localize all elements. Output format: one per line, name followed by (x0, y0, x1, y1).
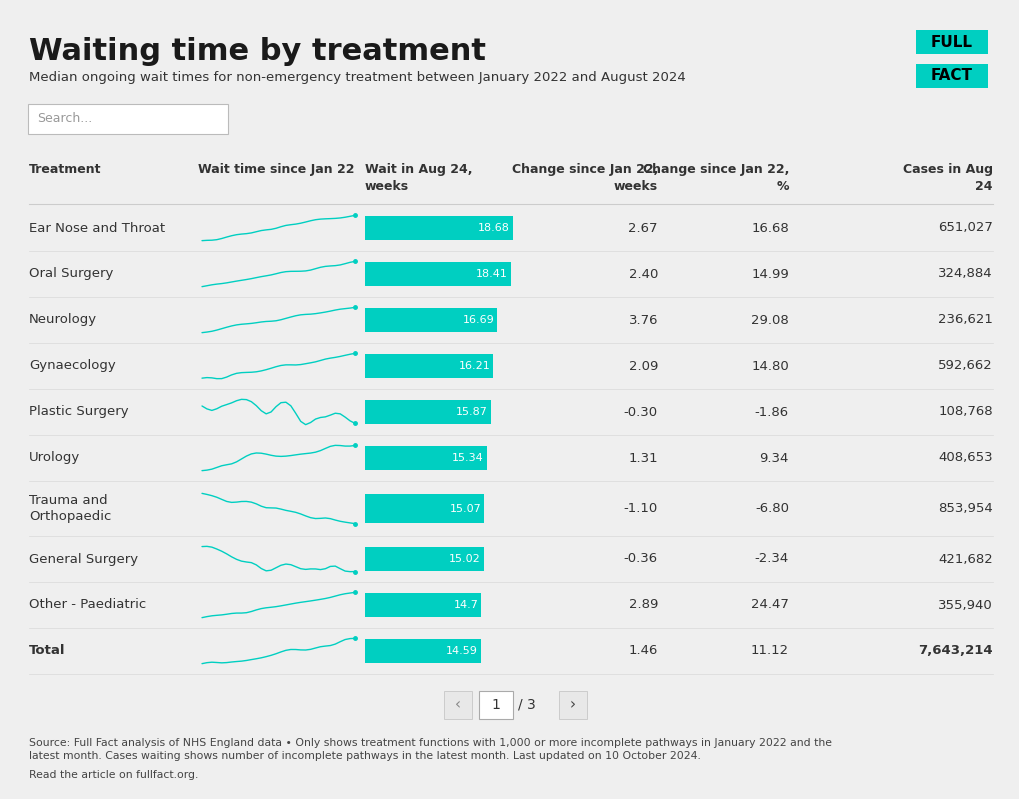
Text: 29.08: 29.08 (751, 313, 789, 327)
Text: 355,940: 355,940 (937, 598, 993, 611)
Bar (365, 216, 513, 240)
Text: Wait in Aug 24,
weeks: Wait in Aug 24, weeks (365, 163, 472, 193)
Text: Gynaecology: Gynaecology (29, 360, 115, 372)
Text: 651,027: 651,027 (937, 221, 993, 234)
Text: 15.34: 15.34 (451, 453, 483, 463)
Text: FACT: FACT (930, 69, 972, 83)
Text: 15.02: 15.02 (448, 554, 481, 564)
Text: -6.80: -6.80 (754, 502, 789, 515)
Text: Treatment: Treatment (29, 163, 102, 176)
Text: Change since Jan 22,
weeks: Change since Jan 22, weeks (512, 163, 657, 193)
Text: 324,884: 324,884 (937, 268, 993, 280)
Text: 16.21: 16.21 (459, 361, 490, 371)
Text: 15.07: 15.07 (449, 503, 481, 514)
Text: 1.46: 1.46 (628, 645, 657, 658)
Text: Read the article on fullfact.org.: Read the article on fullfact.org. (29, 770, 198, 780)
Text: 853,954: 853,954 (937, 502, 993, 515)
Text: 2.09: 2.09 (628, 360, 657, 372)
Bar (365, 547, 484, 571)
Text: -0.36: -0.36 (624, 552, 657, 566)
Text: 11.12: 11.12 (750, 645, 789, 658)
Text: General Surgery: General Surgery (29, 552, 138, 566)
Text: Plastic Surgery: Plastic Surgery (29, 406, 128, 419)
Text: Change since Jan 22,
%: Change since Jan 22, % (642, 163, 789, 193)
Text: Wait time since Jan 22: Wait time since Jan 22 (199, 163, 355, 176)
Text: ›: › (570, 698, 576, 713)
Text: 16.69: 16.69 (462, 315, 494, 325)
Bar (365, 593, 481, 617)
Text: -2.34: -2.34 (754, 552, 789, 566)
FancyBboxPatch shape (558, 691, 586, 719)
Text: Neurology: Neurology (29, 313, 97, 327)
Text: 7,643,214: 7,643,214 (917, 645, 993, 658)
Text: 14.80: 14.80 (751, 360, 789, 372)
FancyBboxPatch shape (443, 691, 472, 719)
Text: 14.99: 14.99 (751, 268, 789, 280)
Text: Search...: Search... (37, 113, 92, 125)
Text: 2.67: 2.67 (628, 221, 657, 234)
Text: 408,653: 408,653 (937, 451, 993, 464)
Text: 14.59: 14.59 (445, 646, 477, 656)
Text: 3.76: 3.76 (628, 313, 657, 327)
Text: -1.10: -1.10 (624, 502, 657, 515)
Text: 15.87: 15.87 (455, 407, 487, 417)
Text: 2.89: 2.89 (628, 598, 657, 611)
Text: 2.40: 2.40 (628, 268, 657, 280)
Text: -0.30: -0.30 (624, 406, 657, 419)
Text: -1.86: -1.86 (754, 406, 789, 419)
Text: 108,768: 108,768 (937, 406, 993, 419)
Bar (365, 262, 511, 286)
Text: Total: Total (29, 645, 65, 658)
Text: Urology: Urology (29, 451, 81, 464)
Text: 1: 1 (491, 698, 500, 712)
Text: 16.68: 16.68 (751, 221, 789, 234)
Text: 14.7: 14.7 (453, 600, 478, 610)
Text: Other - Paediatric: Other - Paediatric (29, 598, 146, 611)
Text: 1.31: 1.31 (628, 451, 657, 464)
Text: Waiting time by treatment: Waiting time by treatment (29, 38, 485, 66)
Bar (365, 308, 496, 332)
Text: Cases in Aug
24: Cases in Aug 24 (902, 163, 993, 193)
Bar (365, 639, 480, 663)
Text: Source: Full Fact analysis of NHS England data • Only shows treatment functions : Source: Full Fact analysis of NHS Englan… (29, 738, 832, 761)
Text: 18.68: 18.68 (478, 223, 510, 233)
Text: 592,662: 592,662 (937, 360, 993, 372)
FancyBboxPatch shape (479, 691, 513, 719)
Text: 236,621: 236,621 (937, 313, 993, 327)
Text: Oral Surgery: Oral Surgery (29, 268, 113, 280)
FancyBboxPatch shape (28, 104, 228, 134)
Bar (365, 354, 493, 378)
Text: 24.47: 24.47 (750, 598, 789, 611)
Text: FULL: FULL (930, 34, 972, 50)
Bar (365, 446, 486, 470)
Text: 18.41: 18.41 (476, 269, 507, 279)
Text: 421,682: 421,682 (937, 552, 993, 566)
Bar (915, 64, 987, 88)
Text: ‹: ‹ (454, 698, 461, 713)
Text: Median ongoing wait times for non-emergency treatment between January 2022 and A: Median ongoing wait times for non-emerge… (29, 71, 685, 85)
Text: Ear Nose and Throat: Ear Nose and Throat (29, 221, 165, 234)
Bar (365, 400, 490, 424)
Bar (365, 495, 484, 523)
Text: Trauma and
Orthopaedic: Trauma and Orthopaedic (29, 494, 111, 523)
Text: 9.34: 9.34 (759, 451, 789, 464)
Bar (915, 30, 987, 54)
Text: / 3: / 3 (518, 698, 535, 712)
